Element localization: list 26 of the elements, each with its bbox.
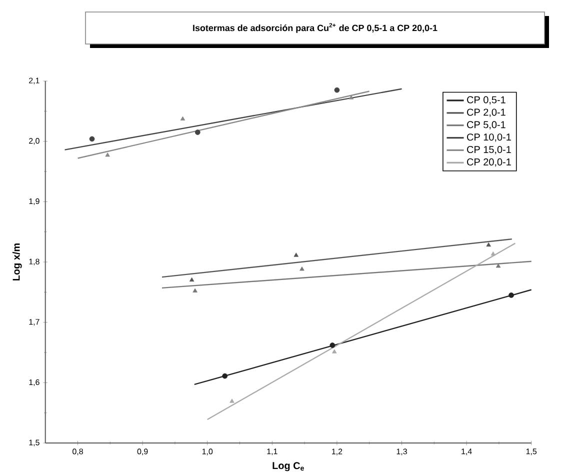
legend-label: CP 15,0-1 [467, 146, 511, 154]
point [334, 87, 340, 93]
point [192, 288, 198, 292]
point [330, 342, 336, 348]
point [230, 398, 234, 403]
point [294, 252, 298, 257]
y-axis-title: Log x/m [12, 244, 22, 280]
legend-label: CP 0,5-1 [467, 96, 506, 104]
legend-label: CP 5,0-1 [467, 121, 506, 130]
legend-label: CP 2,0-1 [467, 108, 506, 117]
x-axis-title: Log C$_{e}$ [272, 462, 304, 472]
point [189, 277, 194, 282]
point [332, 349, 337, 354]
point [496, 264, 501, 268]
point [180, 116, 186, 120]
point [194, 130, 200, 135]
point [105, 152, 110, 157]
point [486, 242, 491, 247]
point [508, 292, 514, 298]
legend-label: CP 10,0-1 [467, 134, 511, 142]
point [222, 373, 228, 379]
point [490, 251, 496, 256]
point [89, 136, 95, 142]
legend-label: CP 20,0-1 [467, 158, 511, 167]
chart-title: Isotermas de adsorción para Cu$^{2+}$ de CP 0,5-1 a CP 20,0-1 [193, 23, 438, 33]
point [300, 266, 304, 271]
